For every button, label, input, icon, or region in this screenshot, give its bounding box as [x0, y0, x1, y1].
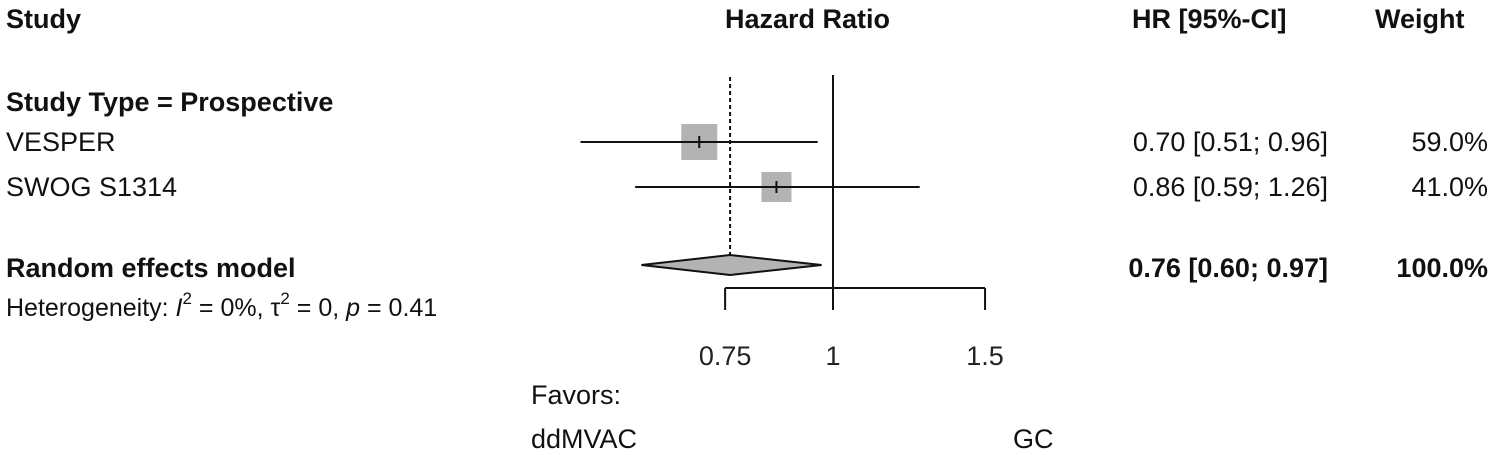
header-hazard-ratio: Hazard Ratio	[725, 4, 891, 34]
header-ci: HR [95%-CI]	[1132, 4, 1287, 34]
favors-right: GC	[1013, 424, 1054, 454]
study-weight: 59.0%	[1411, 127, 1488, 157]
study-name: SWOG S1314	[6, 172, 178, 202]
x-tick-label: 1	[825, 341, 840, 371]
x-tick-label: 0.75	[699, 341, 752, 371]
pooled-diamond	[641, 253, 822, 277]
header-weight: Weight	[1375, 4, 1465, 34]
favors-label: Favors:	[531, 380, 622, 410]
study-ci: 0.86 [0.59; 1.26]	[1132, 172, 1328, 202]
pooled-weight: 100.0%	[1396, 253, 1488, 283]
pooled-ci: 0.76 [0.60; 0.97]	[1128, 253, 1328, 283]
study-weight: 41.0%	[1411, 172, 1488, 202]
header-study: Study	[6, 4, 82, 34]
pooled-name: Random effects model	[6, 253, 296, 283]
x-tick-label: 1.5	[966, 341, 1004, 371]
subgroup-label: Study Type = Prospective	[6, 87, 334, 117]
favors-left: ddMVAC	[531, 424, 638, 454]
study-name: VESPER	[6, 127, 116, 157]
study-ci: 0.70 [0.51; 0.96]	[1132, 127, 1328, 157]
heterogeneity-text: Heterogeneity: I2 = 0%, τ2 = 0, p = 0.41	[6, 289, 438, 322]
